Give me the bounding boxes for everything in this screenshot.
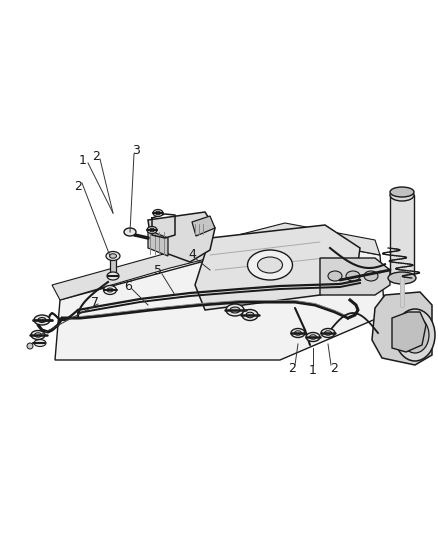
Polygon shape	[148, 230, 168, 256]
Polygon shape	[52, 223, 380, 300]
Ellipse shape	[325, 331, 332, 335]
Text: 7: 7	[91, 295, 99, 309]
Ellipse shape	[390, 189, 414, 201]
Polygon shape	[148, 212, 215, 262]
Ellipse shape	[395, 309, 435, 361]
Text: 1: 1	[309, 364, 317, 376]
Ellipse shape	[328, 271, 342, 281]
Polygon shape	[372, 292, 432, 365]
Ellipse shape	[153, 209, 163, 216]
Ellipse shape	[147, 227, 157, 233]
Ellipse shape	[246, 312, 254, 318]
Polygon shape	[192, 216, 215, 236]
Ellipse shape	[103, 286, 117, 295]
Ellipse shape	[291, 328, 305, 337]
Polygon shape	[390, 195, 414, 278]
Circle shape	[27, 343, 33, 349]
Text: 2: 2	[74, 181, 82, 193]
Text: 2: 2	[288, 362, 296, 376]
Ellipse shape	[155, 211, 160, 215]
Ellipse shape	[35, 333, 42, 337]
Ellipse shape	[310, 335, 317, 339]
Polygon shape	[110, 258, 116, 275]
Ellipse shape	[364, 271, 378, 281]
Ellipse shape	[321, 328, 335, 337]
Ellipse shape	[31, 330, 45, 340]
Ellipse shape	[247, 250, 293, 280]
Ellipse shape	[401, 317, 429, 353]
Ellipse shape	[390, 187, 414, 197]
Ellipse shape	[107, 288, 113, 292]
Polygon shape	[195, 225, 360, 310]
Text: 2: 2	[92, 149, 100, 163]
Ellipse shape	[34, 340, 46, 346]
Ellipse shape	[34, 315, 50, 325]
Text: 2: 2	[330, 362, 338, 376]
Ellipse shape	[242, 310, 258, 320]
Ellipse shape	[294, 331, 301, 335]
Ellipse shape	[258, 257, 283, 273]
Text: 3: 3	[132, 144, 140, 157]
Text: 1: 1	[79, 154, 87, 166]
Ellipse shape	[38, 318, 46, 322]
Ellipse shape	[306, 333, 320, 342]
Text: 6: 6	[124, 280, 132, 294]
Ellipse shape	[124, 228, 136, 236]
Ellipse shape	[388, 272, 416, 284]
Ellipse shape	[230, 307, 240, 313]
Polygon shape	[392, 312, 426, 352]
Polygon shape	[55, 238, 385, 360]
Ellipse shape	[107, 272, 119, 280]
Ellipse shape	[110, 254, 117, 259]
Polygon shape	[320, 258, 390, 295]
Ellipse shape	[149, 228, 155, 232]
Text: 4: 4	[188, 248, 196, 262]
Ellipse shape	[346, 271, 360, 281]
Text: 5: 5	[154, 264, 162, 278]
Ellipse shape	[408, 326, 422, 344]
Ellipse shape	[226, 304, 244, 316]
Ellipse shape	[106, 252, 120, 261]
